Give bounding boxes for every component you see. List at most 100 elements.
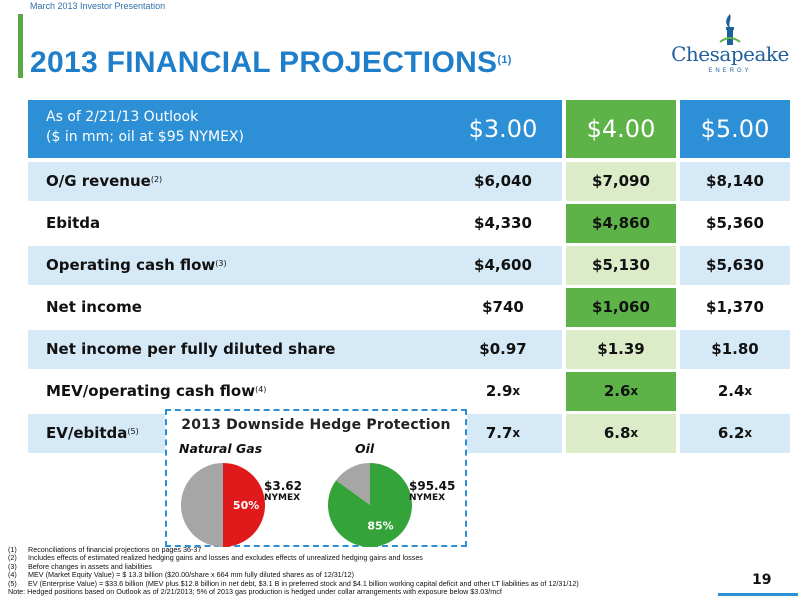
table-header-label: As of 2/21/13 Outlook ($ in mm; oil at $… [28,100,444,158]
footnote-key: (4) [8,570,17,580]
gas-pie-unhedged [180,463,223,547]
row-footnote: (5) [127,426,139,436]
row-label: Net income per fully diluted share [28,330,444,369]
row-label-text: Ebitda [46,214,101,233]
footnote-key: (3) [8,561,17,571]
row-label-text: Net income per fully diluted share [46,340,336,359]
row-value: $4,600 [444,246,562,285]
row-value-text: $740 [482,298,524,317]
left-accent-bar [18,14,23,78]
row-label-text: O/G revenue [46,172,151,191]
row-value-text: $6,040 [474,172,532,191]
hedge-protection-box: 2013 Downside Hedge Protection Natural G… [165,409,467,547]
row-value: 2.9 x [444,372,562,411]
footnote-item: (5) EV (Enterprise Value) = $33.6 billion… [8,579,708,588]
col-header-4: $4.00 [566,100,676,158]
row-value-text: $1,060 [592,298,650,317]
gas-label: Natural Gas [179,441,263,456]
row-label: Operating cash flow (3) [28,246,444,285]
row-value: $4,860 [566,204,676,243]
row-value-text: $5,630 [706,256,764,275]
hedge-note: Note: Hedged positions based on Outlook … [8,587,502,597]
oil-price-block: $95.45 NYMEX [409,479,455,503]
table-header-row: As of 2/21/13 Outlook ($ in mm; oil at $… [28,100,790,158]
table-row: Net income per fully diluted share $0.97 $… [28,330,790,369]
oil-pct-label: 85% [367,520,393,533]
row-value-text: 6.8 [603,424,631,443]
row-value: $4,330 [444,204,562,243]
logo-brand: Chesapeake [671,42,789,66]
row-label: Net income [28,288,444,327]
row-value-text: $1.80 [711,340,759,359]
row-value: $5,130 [566,246,676,285]
hedge-title: 2013 Downside Hedge Protection [181,417,451,433]
oil-pie-unhedged [336,463,370,505]
row-label: MEV/operating cash flow (4) [28,372,444,411]
row-value: 6.2 x [680,414,790,453]
row-value-suffix: x [744,426,753,441]
chesapeake-logo: Chesapeake ENERGY [668,12,792,82]
row-footnote: (4) [255,384,267,394]
logo-flame-icon [719,14,741,45]
row-value-suffix: x [512,426,521,441]
oil-pie-hedged [328,463,412,547]
row-value: $1.80 [680,330,790,369]
row-value-text: $7,090 [592,172,650,191]
footnote-item: (3) Before changes in assets and liabilit… [8,561,708,571]
row-value: $7,090 [566,162,676,201]
gas-ref: NYMEX [264,493,301,503]
footnote-item: (4) MEV (Market Equity Value) = $ 13.3 bi… [8,570,708,580]
row-value: $1.39 [566,330,676,369]
row-value: 2.4 x [680,372,790,411]
table-row: Ebitda $4,330 $4,860 $5,360 [28,204,790,243]
row-value-text: 7.7 [485,424,513,443]
row-value: $6,040 [444,162,562,201]
row-value: $5,630 [680,246,790,285]
gas-pct-label: 50% [233,499,259,512]
row-value-text: 6.2 [717,424,745,443]
row-value: $0.97 [444,330,562,369]
gas-price: $3.62 [264,479,302,493]
row-label: Ebitda [28,204,444,243]
gas-pie-hedged [223,463,265,547]
row-footnote: (2) [150,174,163,184]
oil-pie-chart: 85% [328,463,412,547]
footnote-text: Reconciliations of financial projections… [28,545,202,554]
row-label-text: Net income [46,298,142,317]
row-value-suffix: x [512,384,521,399]
col-header-5: $5.00 [680,100,790,158]
footnotes: (1) Reconciliations of financial projecti… [8,545,708,597]
row-value-text: $4,860 [592,214,650,233]
presentation-label: March 2013 Investor Presentation [30,1,166,11]
gas-price-block: $3.62 NYMEX [264,479,302,503]
row-value: $1,370 [680,288,790,327]
row-value-text: $4,600 [474,256,532,275]
col-header-3: $3.00 [444,100,562,158]
row-footnote: (3) [215,258,227,268]
gas-pie-chart: 50% [180,463,265,547]
row-value: 6.8 x [566,414,676,453]
row-label-text: EV/ebitda [46,424,128,443]
row-value: $5,360 [680,204,790,243]
row-value-text: $4,330 [474,214,532,233]
row-value-text: $1,370 [706,298,764,317]
row-label-text: Operating cash flow [46,256,216,275]
row-value-suffix: x [630,384,639,399]
row-value: $8,140 [680,162,790,201]
bottom-rule [718,593,798,596]
row-value-text: $0.97 [479,340,527,359]
header-line1: As of 2/21/13 Outlook [46,109,199,125]
row-value-suffix: x [744,384,753,399]
header-line2: ($ in mm; oil at $95 NYMEX) [46,129,244,145]
row-value-text: $5,360 [706,214,764,233]
table-row: O/G revenue (2) $6,040 $7,090 $8,140 [28,162,790,201]
footnote-key: (1) [8,545,17,554]
oil-price: $95.45 [409,479,456,493]
row-label-text: MEV/operating cash flow [46,382,256,401]
row-value-text: $1.39 [597,340,645,359]
page-title: 2013 FINANCIAL PROJECTIONS(1) [30,46,512,80]
table-row: Operating cash flow (3) $4,600 $5,130 $5,630 [28,246,790,285]
logo-sub: ENERGY [708,68,752,74]
page-number: 19 [752,572,772,588]
row-value-text: 2.4 [717,382,745,401]
